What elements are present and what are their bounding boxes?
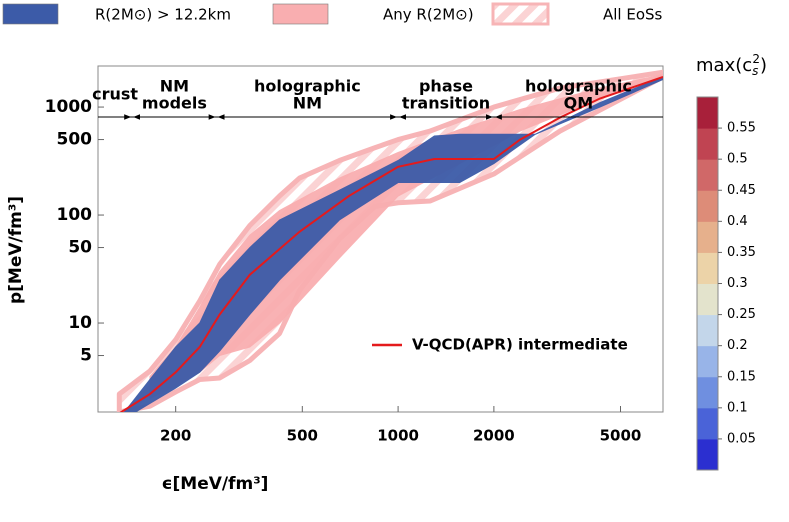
phase-label: crust — [92, 85, 138, 104]
colorbar-swatch — [697, 345, 718, 378]
line — [119, 76, 663, 412]
colorbar-swatch — [697, 407, 718, 440]
plot-area — [116, 69, 663, 412]
legend-swatch — [491, 2, 550, 26]
x-tick-label: 200 — [160, 427, 191, 445]
x-tick-label: 500 — [287, 427, 318, 445]
y-tick-label: 1000 — [45, 97, 92, 117]
overlay: crust NMmodelsholographicNMphasetransitio… — [92, 77, 663, 354]
colorbar-tick-label: 0.3 — [727, 276, 748, 291]
colorbar-swatch — [697, 376, 718, 409]
colorbar-label-part: ) — [760, 55, 767, 76]
colorbar-tick-label: 0.35 — [727, 245, 756, 260]
y-tick-label: 5 — [80, 346, 92, 366]
y-tick-label: 100 — [57, 205, 93, 225]
colorbar-tick-label: 0.4 — [727, 214, 748, 229]
legend-swatch — [2, 3, 59, 25]
colorbar-swatch — [697, 283, 718, 316]
colorbar-tick-label: 0.5 — [727, 152, 748, 167]
colorbar-swatch — [697, 159, 718, 191]
colorbar-tick-label: 0.2 — [727, 338, 748, 353]
colorbar-tick-label: 0.1 — [727, 400, 748, 415]
colorbar-tick-label: 0.25 — [727, 307, 756, 322]
colorbar-tick-label: 0.45 — [727, 183, 756, 198]
y-tick-label: 50 — [68, 238, 92, 258]
band — [123, 76, 663, 412]
y-axis-label: p[MeV/fm³] — [6, 196, 26, 304]
colorbar-swatch — [697, 314, 718, 347]
colorbar-label: max(cs2) — [696, 52, 767, 78]
legend-label: All EoSs — [603, 6, 663, 24]
colorbar-label-part: s — [752, 64, 758, 78]
phase-label: NM — [160, 77, 189, 96]
colorbar-label-part: max(c — [696, 55, 752, 76]
colorbar-label-part: 2 — [752, 52, 760, 66]
x-tick-label: 5000 — [600, 427, 642, 445]
phase-label: transition — [402, 94, 490, 113]
colorbar-tick-label: 0.05 — [727, 431, 756, 446]
legend-label: V-QCD(APR) intermediate — [412, 336, 628, 354]
phase-label: holographic — [525, 77, 632, 96]
phase-label: models — [142, 94, 207, 113]
phase-label: phase — [419, 77, 473, 96]
x-tick-label: 1000 — [377, 427, 419, 445]
x-tick-label: 2000 — [473, 427, 515, 445]
phase-label: QM — [564, 94, 594, 113]
plot-frame — [97, 65, 664, 413]
phase-label: NM — [293, 94, 322, 113]
colorbar-swatch — [697, 252, 718, 284]
legend-label: Any R(2M⊙) — [383, 6, 474, 24]
colorbar-swatch — [697, 221, 718, 253]
colorbar-swatch — [697, 190, 718, 222]
y-tick-label: 500 — [57, 130, 93, 150]
colorbar-swatch — [697, 97, 718, 129]
phase-label: holographic — [254, 77, 361, 96]
legend-swatch — [272, 3, 329, 25]
band — [149, 74, 663, 400]
legend-label: R(2M⊙) > 12.2km — [95, 6, 231, 24]
colorbar-swatch — [697, 128, 718, 160]
x-axis-label: ϵ[MeV/fm³] — [162, 474, 269, 494]
y-tick-label: 10 — [68, 313, 92, 333]
colorbar-tick-label: 0.55 — [727, 121, 756, 136]
colorbar-swatch — [697, 438, 718, 471]
colorbar-tick-label: 0.15 — [727, 369, 756, 384]
